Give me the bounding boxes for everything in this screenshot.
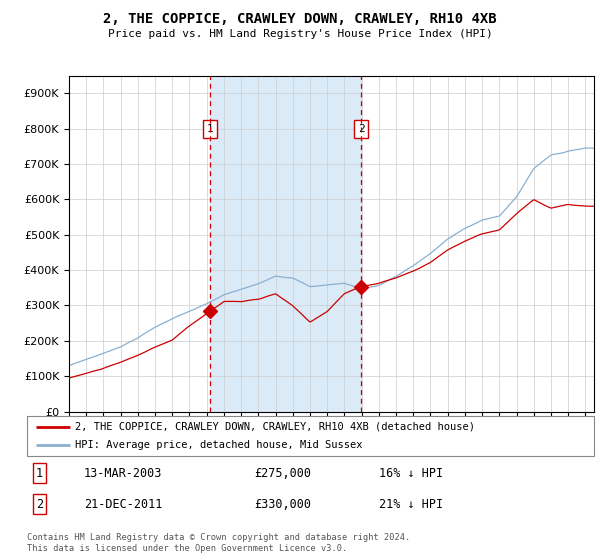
Text: £275,000: £275,000: [254, 466, 311, 480]
Text: HPI: Average price, detached house, Mid Sussex: HPI: Average price, detached house, Mid …: [75, 440, 362, 450]
Text: 21-DEC-2011: 21-DEC-2011: [84, 497, 162, 511]
Bar: [210, 76, 361, 412]
Text: 16% ↓ HPI: 16% ↓ HPI: [379, 466, 443, 480]
Text: £330,000: £330,000: [254, 497, 311, 511]
Text: Contains HM Land Registry data © Crown copyright and database right 2024.
This d: Contains HM Land Registry data © Crown c…: [27, 533, 410, 553]
Text: 1: 1: [207, 124, 214, 134]
FancyBboxPatch shape: [27, 416, 594, 456]
Text: 2, THE COPPICE, CRAWLEY DOWN, CRAWLEY, RH10 4XB: 2, THE COPPICE, CRAWLEY DOWN, CRAWLEY, R…: [103, 12, 497, 26]
Text: 21% ↓ HPI: 21% ↓ HPI: [379, 497, 443, 511]
Text: 2: 2: [358, 124, 364, 134]
Text: 13-MAR-2003: 13-MAR-2003: [84, 466, 162, 480]
Text: 2, THE COPPICE, CRAWLEY DOWN, CRAWLEY, RH10 4XB (detached house): 2, THE COPPICE, CRAWLEY DOWN, CRAWLEY, R…: [75, 422, 475, 432]
Text: 1: 1: [36, 466, 43, 480]
Text: Price paid vs. HM Land Registry's House Price Index (HPI): Price paid vs. HM Land Registry's House …: [107, 29, 493, 39]
Text: 2: 2: [36, 497, 43, 511]
